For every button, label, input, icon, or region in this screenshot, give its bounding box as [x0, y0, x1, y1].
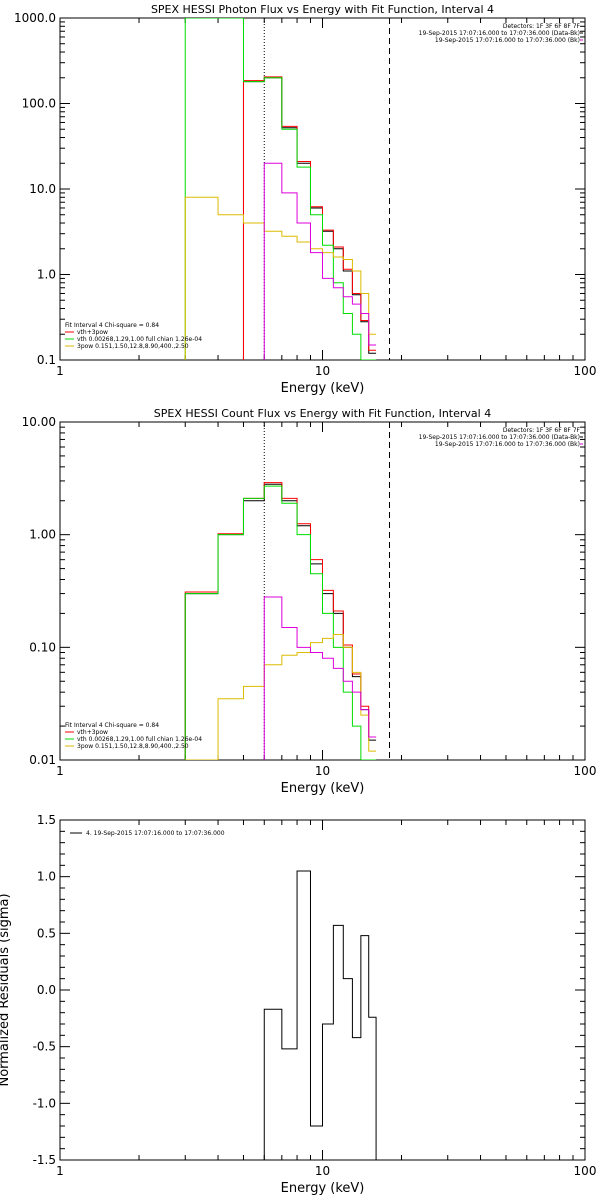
info-text: Detectors: 1F 3F 6F 8F 7F	[503, 23, 581, 30]
plot-frame	[59, 17, 586, 361]
y-tick-label: 10.0	[29, 182, 56, 196]
legend-header: Fit Interval 4 Chi-square = 0.84	[65, 722, 159, 729]
x-tick-label: 100	[574, 764, 597, 778]
y-tick-label: 0.1	[37, 353, 56, 367]
info-text: 19-Sep-2015 17:07:16.000 to 17:07:36.000…	[435, 441, 580, 448]
y-tick-label: -1.5	[33, 1153, 56, 1167]
series-line-1	[263, 870, 377, 1160]
chart-panel-1: SPEX HESSI Photon Flux vs Energy with Fi…	[14, 3, 596, 396]
series-line-2	[184, 482, 377, 760]
y-axis-label: Normalized Residuals (sigma)	[0, 893, 12, 1086]
y-tick-label: 0.5	[37, 926, 56, 940]
x-tick-label: 1	[56, 364, 64, 378]
x-tick-label: 10	[315, 364, 330, 378]
legend-label: vth 0.00268,1.29,1.00 full chian 1.26e-0…	[77, 736, 202, 743]
info-text: 19-Sep-2015 17:07:16.000 to 17:07:36.000…	[419, 30, 580, 37]
x-axis-label: Energy (keV)	[281, 381, 365, 396]
y-tick-label: 10.00	[22, 415, 56, 429]
chart-panel-2: SPEX HESSI Count Flux vs Energy with Fit…	[22, 407, 597, 796]
y-tick-label: 1.00	[29, 528, 56, 542]
series-line-3	[184, 18, 377, 360]
y-tick-label: -1.0	[33, 1096, 56, 1110]
series-line-2	[242, 76, 377, 360]
legend-header: Fit Interval 4 Chi-square = 0.84	[65, 322, 159, 329]
legend-label: vth+3pow	[77, 729, 108, 736]
y-tick-label: 0.0	[37, 983, 56, 997]
x-axis-label: Energy (keV)	[281, 781, 365, 796]
series-line-3	[184, 485, 377, 760]
y-tick-label: -0.5	[33, 1040, 56, 1054]
legend-label: 3pow 0.151,1.50,12.8,8.90,400.,2.50	[77, 743, 189, 750]
legend-label: vth 0.00268,1.29,1.00 full chian 1.26e-0…	[77, 336, 202, 343]
series-line-5	[263, 596, 377, 760]
chart-title: SPEX HESSI Count Flux vs Energy with Fit…	[154, 407, 491, 420]
y-tick-label: 100.0	[22, 97, 56, 111]
chart-panel-3: 1 10 100 -1.5 -1.0 -0.5 0.0 0.5 1.0 1.5 Energy (ke…	[0, 813, 596, 1196]
x-tick-label: 100	[574, 364, 597, 378]
legend-label: 4. 19-Sep-2015 17:07:16.000 to 17:07:36.…	[86, 830, 225, 837]
series-line-4	[185, 634, 377, 760]
legend-label: 3pow 0.151,1.50,12.8,8.90,400.,2.50	[77, 343, 189, 350]
info-text: Detectors: 1F 3F 6F 8F 7F	[503, 427, 581, 434]
y-tick-label: 1000.0	[14, 11, 56, 25]
x-tick-label: 100	[574, 1164, 597, 1178]
chart-title: SPEX HESSI Photon Flux vs Energy with Fi…	[151, 3, 494, 16]
series-line-1	[242, 77, 377, 360]
x-tick-label: 10	[315, 1164, 330, 1178]
x-tick-label: 1	[56, 764, 64, 778]
x-tick-label: 1	[56, 1164, 64, 1178]
y-tick-label: 1.5	[37, 813, 56, 827]
series-line-1	[184, 483, 377, 760]
x-axis-label: Energy (keV)	[281, 1181, 365, 1196]
x-tick-label: 10	[315, 764, 330, 778]
y-tick-label: 1.0	[37, 870, 56, 884]
info-text: 19-Sep-2015 17:07:16.000 to 17:07:36.000…	[419, 434, 580, 441]
y-tick-label: 0.10	[29, 640, 56, 654]
info-text: 19-Sep-2015 17:07:16.000 to 17:07:36.000…	[435, 37, 580, 44]
y-tick-label: 0.01	[29, 753, 56, 767]
series-line-5	[263, 162, 377, 360]
series-line-4	[184, 196, 377, 360]
legend-label: vth+3pow	[77, 329, 108, 336]
y-tick-label: 1.0	[37, 268, 56, 282]
